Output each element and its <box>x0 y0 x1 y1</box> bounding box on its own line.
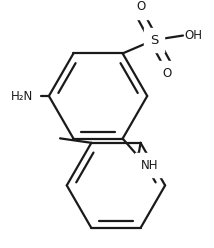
Text: OH: OH <box>184 29 202 42</box>
Text: O: O <box>163 67 172 80</box>
Text: NH: NH <box>141 159 158 172</box>
Text: O: O <box>136 0 145 13</box>
Text: S: S <box>150 33 158 47</box>
Text: H₂N: H₂N <box>11 90 33 102</box>
